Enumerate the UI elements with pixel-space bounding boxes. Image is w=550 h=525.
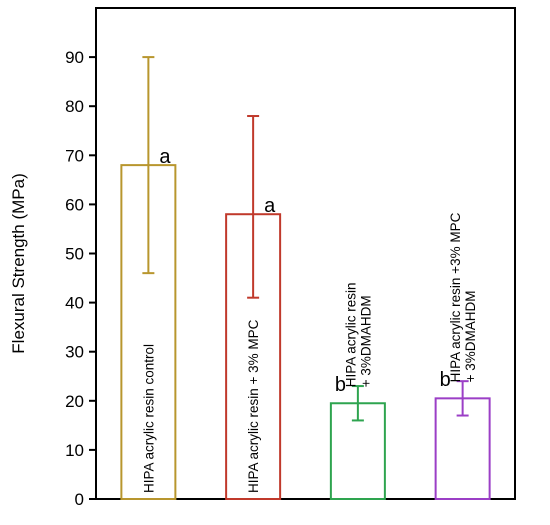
y-tick-label: 80	[65, 97, 84, 116]
y-tick-label: 20	[65, 392, 84, 411]
category-label: + 3%DMAHDM	[358, 295, 373, 387]
category-label: HIPA acrylic resin control	[141, 344, 156, 493]
bars	[120, 56, 491, 501]
category-label: HIPA acrylic resin +3% MPC	[448, 212, 463, 382]
significance-label: b	[440, 369, 451, 391]
category-label-group: HIPA acrylic resin + 3% MPC	[246, 319, 261, 493]
category-label-group: HIPA acrylic resin + 3%DMAHDM	[343, 282, 373, 387]
y-axis-title: Flexural Strength (MPa)	[9, 173, 28, 353]
category-label-group: HIPA acrylic resin +3% MPC + 3%DMAHDM	[448, 212, 478, 382]
category-label-group: HIPA acrylic resin control	[141, 344, 156, 493]
category-label: + 3%DMAHDM	[463, 290, 478, 382]
y-tick-label: 40	[65, 294, 84, 313]
significance-label: a	[264, 195, 276, 217]
y-tick-label: 50	[65, 245, 84, 264]
y-tick-label: 60	[65, 195, 84, 214]
category-label: HIPA acrylic resin	[343, 282, 358, 387]
y-tick-label: 0	[75, 490, 84, 509]
significance-label: b	[335, 374, 346, 396]
significance-label: a	[159, 146, 171, 168]
y-tick-label: 90	[65, 48, 84, 67]
category-label: HIPA acrylic resin + 3% MPC	[246, 319, 261, 493]
y-tick-label: 30	[65, 343, 84, 362]
y-tick-label: 10	[65, 441, 84, 460]
labels: a HIPA acrylic resin control a HIPA acrylic…	[141, 146, 478, 493]
axes: 0 10 20 30 40 50 60 70 80 90 Flexural Strength (MP…	[9, 7, 516, 509]
y-tick-label: 70	[65, 146, 84, 165]
